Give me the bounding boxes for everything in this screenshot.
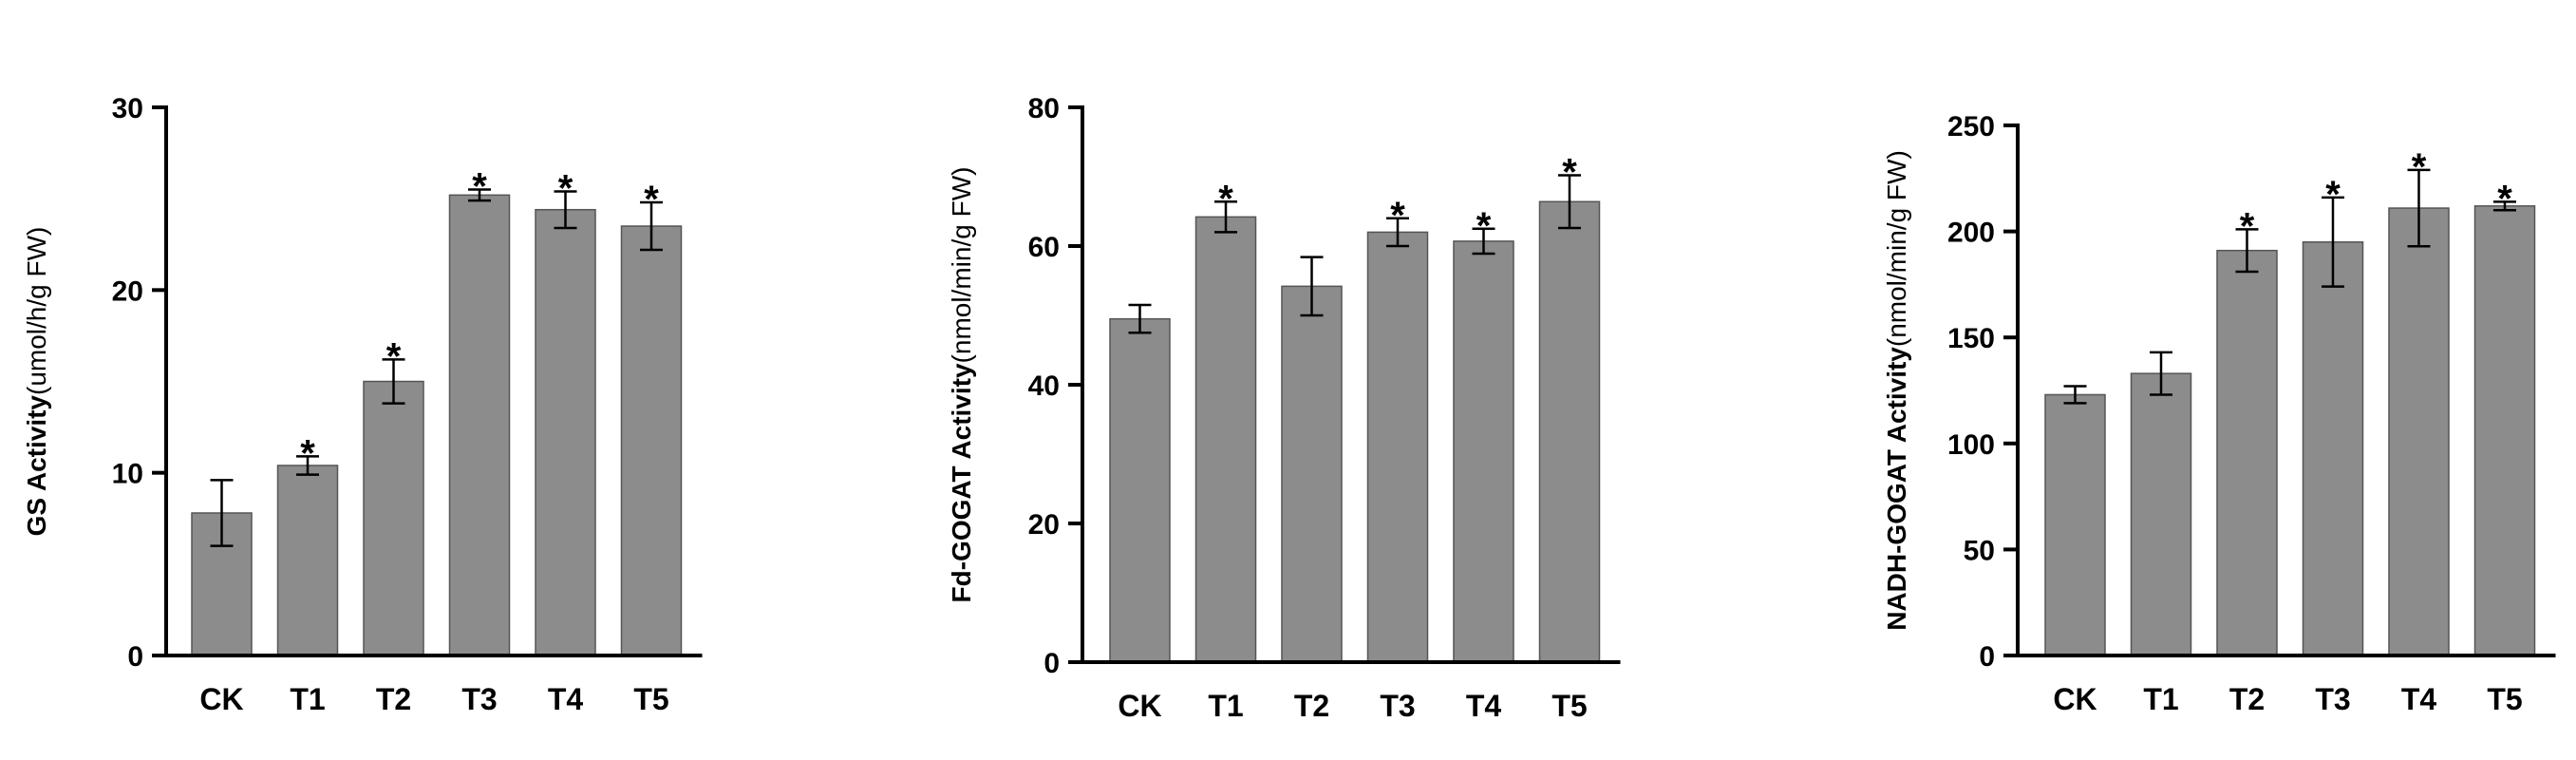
y-axis-label-main: Fd-GOGAT Activity [947, 363, 976, 602]
error-bar [1300, 256, 1324, 317]
error-bar [2493, 200, 2516, 212]
bar-t1 [276, 465, 339, 656]
bar-t5 [1538, 200, 1601, 663]
y-tick-label: 20 [1028, 509, 1060, 541]
error-bar [2407, 168, 2431, 248]
significance-marker: * [2240, 205, 2255, 247]
x-tick-label: T1 [290, 682, 325, 716]
y-axis-label-main: GS Activity [22, 395, 51, 537]
y-tick-label: 0 [1044, 648, 1060, 679]
x-tick-label: T5 [633, 682, 668, 716]
bar-ck [1109, 317, 1171, 663]
chart-panel-2: CK * T1 T2 * T3 * T4 * T5 0 20 40 60 80 Fd-GOGAT Activi… [947, 93, 1621, 723]
error-bar [1558, 174, 1581, 230]
significance-marker: * [472, 166, 487, 208]
x-tick-label: CK [199, 682, 243, 716]
error-bar [1472, 227, 1495, 256]
y-axis-label: Fd-GOGAT Activity(nmol/min/g FW) [947, 167, 976, 603]
x-tick-label: T2 [2229, 682, 2265, 716]
significance-marker: * [1562, 152, 1577, 194]
bar-t3 [1366, 231, 1429, 663]
bar-t4 [1453, 240, 1514, 663]
y-axis-label: GS Activity(umol/h/g FW) [22, 227, 51, 537]
x-tick-label: T4 [1466, 689, 1502, 723]
bar-t4 [2388, 207, 2450, 656]
x-tick-label: T4 [2401, 682, 2437, 716]
significance-marker: * [1390, 195, 1405, 237]
bar-t5 [620, 225, 683, 656]
error-bar [296, 455, 319, 476]
bar-t2 [2216, 249, 2278, 656]
chart-panel-3: CK T1 * T2 * T3 * T4 * T5 0 50 100 150 200 250 NADH-GOGA… [1882, 111, 2556, 716]
y-tick-label: 30 [112, 93, 143, 124]
bar-ck [2044, 393, 2106, 656]
bar-t3 [448, 194, 511, 656]
x-tick-label: T1 [1208, 689, 1243, 723]
y-tick-label: 40 [1028, 370, 1060, 402]
error-bar [2235, 228, 2259, 274]
bar-t2 [1281, 285, 1343, 663]
significance-marker: * [2412, 146, 2427, 188]
significance-marker: * [1476, 205, 1492, 247]
y-tick-label: 20 [112, 276, 143, 307]
bar-t3 [2302, 241, 2364, 656]
y-tick-label: 200 [1947, 218, 1995, 249]
error-bar [554, 190, 577, 230]
error-bar [1386, 217, 1409, 248]
error-bar [468, 188, 491, 202]
x-tick-label: T3 [2315, 682, 2350, 716]
bar-t5 [2473, 205, 2536, 656]
error-bar [2063, 385, 2087, 405]
x-tick-label: T2 [376, 682, 411, 716]
y-axis-label-main: NADH-GOGAT Activity [1882, 347, 1911, 631]
significance-marker: * [644, 179, 659, 220]
significance-marker: * [558, 167, 573, 209]
y-tick-label: 150 [1947, 323, 1995, 354]
error-bar [640, 200, 663, 252]
x-tick-label: CK [2053, 682, 2097, 716]
x-tick-label: T5 [1551, 689, 1587, 723]
y-tick-label: 10 [112, 459, 143, 490]
x-tick-label: T5 [2487, 682, 2522, 716]
error-bar [1128, 303, 1152, 334]
bar-t2 [363, 380, 424, 656]
significance-marker: * [300, 432, 315, 474]
significance-marker: * [2325, 174, 2341, 216]
x-tick-label: T3 [461, 682, 497, 716]
y-tick-label: 80 [1028, 93, 1060, 124]
significance-marker: * [386, 335, 402, 377]
error-bar [2150, 351, 2172, 396]
y-axis-label: NADH-GOGAT Activity(nmol/min/g FW) [1882, 150, 1911, 631]
y-axis-label-unit: (nmol/min/g FW) [947, 167, 976, 364]
x-tick-label: T2 [1294, 689, 1329, 723]
x-tick-label: T4 [548, 682, 584, 716]
bar-t1 [1194, 216, 1257, 663]
error-bar [382, 358, 405, 405]
significance-marker: * [1218, 178, 1233, 219]
y-tick-label: 100 [1947, 429, 1995, 461]
x-tick-label: T3 [1380, 689, 1415, 723]
y-axis-label-unit: (umol/h/g FW) [22, 227, 51, 395]
y-axis-label-unit: (nmol/min/g FW) [1882, 150, 1911, 347]
bar-t1 [2130, 372, 2192, 656]
error-bar [210, 479, 234, 547]
y-tick-label: 250 [1947, 111, 1995, 142]
x-tick-label: CK [1118, 689, 1161, 723]
chart-panel-1: CK * T1 * T2 * T3 * T4 * T5 0 10 20 30 GS Activity(umol… [22, 93, 703, 716]
error-bar [1214, 200, 1237, 234]
y-tick-label: 60 [1028, 232, 1060, 263]
bar-t4 [535, 208, 596, 656]
y-tick-label: 50 [1964, 535, 1995, 566]
x-tick-label: T1 [2143, 682, 2178, 716]
significance-marker: * [2497, 178, 2512, 219]
y-tick-label: 0 [127, 641, 143, 673]
y-tick-label: 0 [1979, 641, 1995, 673]
error-bar [2322, 196, 2344, 288]
